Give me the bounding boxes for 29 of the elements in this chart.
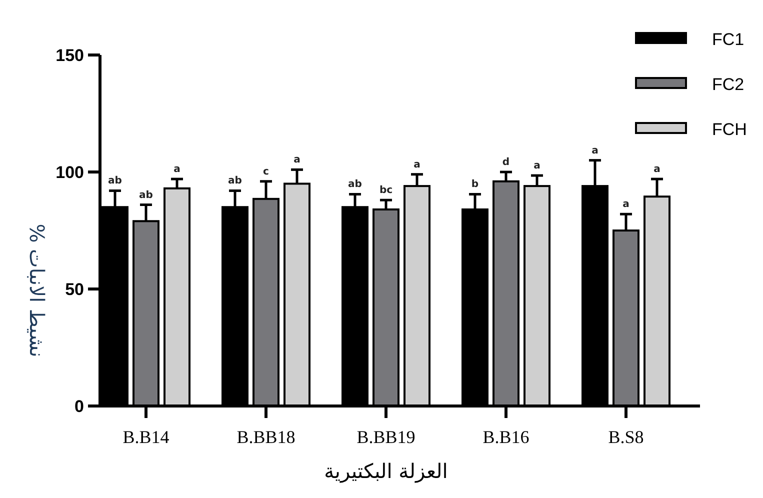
data-label: a xyxy=(414,159,420,170)
data-label: d xyxy=(502,157,510,168)
y-tick-label: 100 xyxy=(56,163,84,182)
x-tick-label: B.BB18 xyxy=(236,427,296,447)
y-tick-label: 0 xyxy=(74,397,84,416)
x-axis-title: العزلة البكتيرية xyxy=(324,459,448,483)
data-label: a xyxy=(174,164,180,176)
data-label: bc xyxy=(379,185,393,196)
legend-label: FC2 xyxy=(712,75,744,94)
data-label: a xyxy=(294,154,300,166)
x-tick-label: B.B14 xyxy=(122,427,170,447)
legend-label: FC1 xyxy=(712,30,744,49)
data-label: ab xyxy=(348,179,362,190)
x-tick-label: B.BB19 xyxy=(356,427,416,447)
data-label: a xyxy=(654,164,660,176)
y-axis-title: نشيط الانبات % xyxy=(25,224,49,358)
x-tick-label: B.S8 xyxy=(608,427,644,447)
data-label: ab xyxy=(228,176,242,187)
data-label: b xyxy=(471,179,479,190)
data-label: a xyxy=(622,199,630,210)
y-tick-label: 150 xyxy=(56,46,84,65)
data-label: a xyxy=(534,160,540,172)
data-label: a xyxy=(592,145,598,156)
data-label: ab xyxy=(108,176,122,187)
x-tick-label: B.B16 xyxy=(482,427,530,447)
data-label: c xyxy=(263,166,270,178)
y-tick-label: 50 xyxy=(65,280,84,299)
legend-label: FCH xyxy=(712,120,747,139)
data-label: ab xyxy=(139,190,153,201)
